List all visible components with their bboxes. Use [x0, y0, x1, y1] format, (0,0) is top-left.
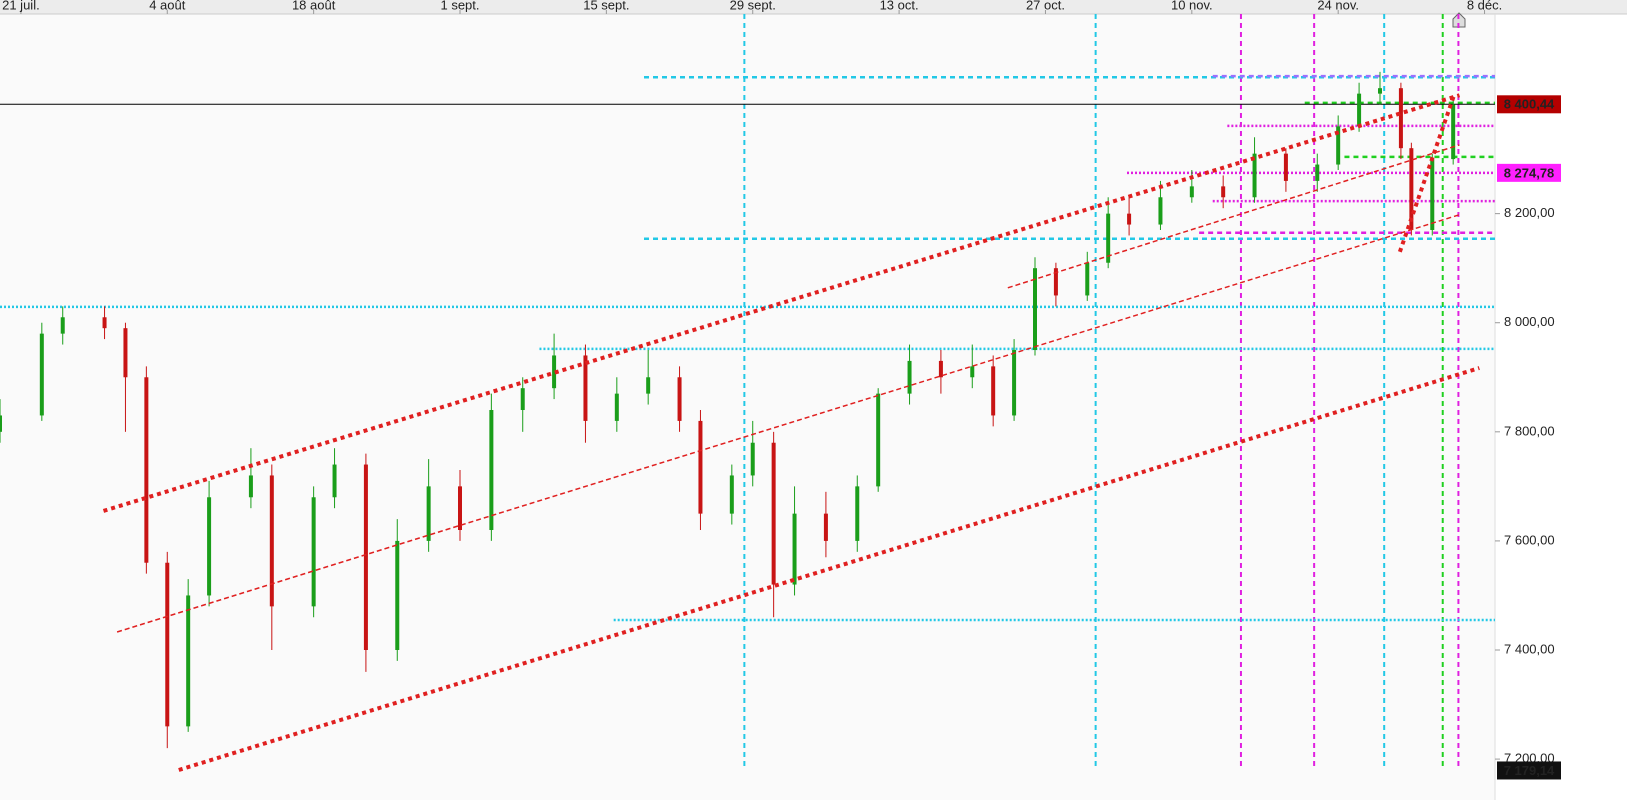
candle-body	[520, 388, 525, 410]
candle-body	[698, 420, 703, 514]
candle-body	[855, 486, 860, 541]
candle-body	[1106, 213, 1111, 263]
candle-body	[1012, 350, 1017, 416]
candle-body	[186, 595, 191, 727]
candle-body	[1053, 268, 1058, 296]
x-tick-label: 15 sept.	[583, 0, 629, 12]
candle-body	[792, 513, 797, 585]
x-tick-label: 27 oct.	[1026, 0, 1065, 12]
candle-body	[1033, 268, 1037, 350]
price-label-box	[1497, 761, 1561, 780]
candle-body	[1158, 197, 1163, 225]
x-tick-label: 24 nov.	[1317, 0, 1359, 12]
candle-body	[750, 442, 755, 476]
candle-body	[165, 562, 170, 727]
candle-body	[426, 486, 431, 541]
trend-line	[1007, 144, 1460, 289]
candle-body	[1189, 186, 1194, 198]
trend-line	[116, 214, 1460, 633]
candle-body	[332, 464, 337, 498]
candle-body	[269, 475, 274, 607]
time-axis-bar	[0, 0, 1627, 14]
candle-body	[123, 328, 128, 378]
x-tick-label: 4 août	[149, 0, 186, 12]
candle-body	[1221, 186, 1226, 198]
price-label: 8 400,44	[1504, 97, 1555, 112]
x-tick-label: 1 sept.	[440, 0, 479, 12]
trend-line	[1397, 94, 1457, 253]
candle-body	[60, 317, 65, 334]
candle-body	[144, 377, 149, 563]
candle-body	[1430, 159, 1435, 230]
x-tick-label: 10 nov.	[1171, 0, 1213, 12]
x-tick-label: 8 déc.	[1467, 0, 1502, 12]
candle-body	[1127, 213, 1132, 225]
trend-line	[178, 366, 1480, 772]
y-tick-label: 8 200,00	[1504, 205, 1555, 220]
candle-body	[248, 475, 253, 498]
price-label: 8 274,78	[1504, 165, 1555, 180]
price-label: 7 179,14	[1504, 763, 1555, 778]
home-button[interactable]	[1452, 12, 1466, 28]
candle-body	[646, 377, 651, 394]
candle-body	[1283, 153, 1288, 181]
candle-body	[1315, 164, 1320, 181]
candle-body	[1451, 104, 1456, 160]
candle-body	[614, 393, 619, 421]
price-label-box	[1497, 163, 1561, 182]
y-tick-label: 7 400,00	[1504, 641, 1555, 656]
candle-body	[1085, 262, 1090, 296]
candle-body	[1398, 88, 1403, 149]
candle-body	[102, 317, 107, 329]
candle-body	[583, 355, 588, 421]
candle-body	[311, 497, 316, 607]
x-tick-label: 29 sept.	[730, 0, 776, 12]
candle-body	[991, 366, 996, 416]
candle-body	[938, 360, 943, 378]
candle-body	[1357, 93, 1362, 127]
price-label-box	[1497, 95, 1561, 114]
candle-body	[395, 540, 400, 650]
candle-body	[1378, 88, 1382, 94]
candle-body	[970, 366, 975, 378]
y-tick-label: 8 000,00	[1504, 314, 1555, 329]
candle-body	[823, 513, 828, 541]
y-tick-label: 7 800,00	[1504, 423, 1555, 438]
x-tick-label: 21 juil.	[2, 0, 40, 12]
candle-body	[876, 393, 881, 487]
candle-body	[1252, 153, 1257, 198]
y-tick-label: 7 600,00	[1504, 532, 1555, 547]
x-tick-label: 13 oct.	[880, 0, 919, 12]
candle-body	[677, 377, 682, 421]
candle-body	[552, 355, 557, 389]
candle-body	[729, 475, 734, 514]
candle-body	[1409, 148, 1414, 230]
candle-body	[1336, 126, 1341, 165]
candle-body	[489, 410, 494, 530]
candle-body	[771, 442, 776, 585]
candle-body	[207, 497, 212, 596]
plot-area	[0, 14, 1495, 800]
candle-body	[39, 333, 44, 416]
candle-body	[363, 464, 368, 650]
candle-body	[0, 415, 2, 432]
candle-body	[907, 360, 912, 394]
candle-body	[458, 486, 462, 530]
x-tick-label: 18 août	[292, 0, 336, 12]
